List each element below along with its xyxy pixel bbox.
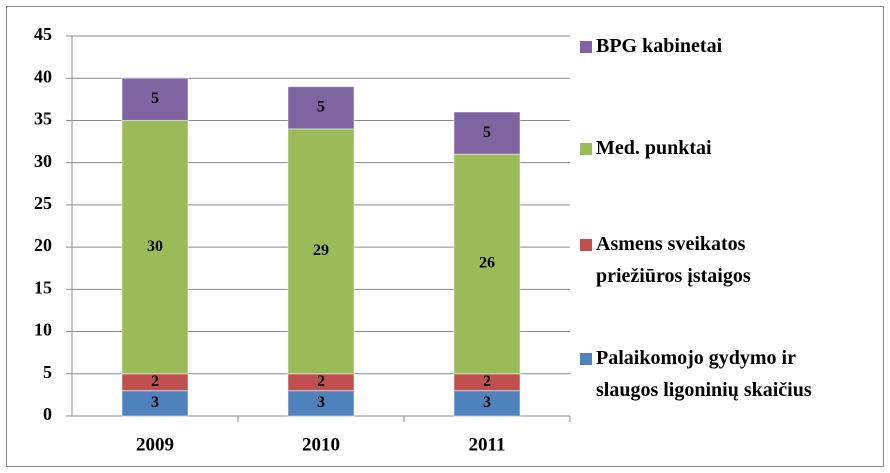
legend-label: Asmens sveikatos priežiūros įstaigos	[596, 233, 751, 287]
bar-segment	[287, 390, 355, 417]
data-label: 2	[151, 373, 159, 390]
y-tick-label: 35	[34, 109, 52, 129]
data-label: 5	[483, 124, 491, 141]
y-tick-label: 20	[34, 235, 52, 255]
x-tick-label: 2010	[302, 434, 340, 455]
legend-item: Asmens sveikatos priežiūros įstaigos	[580, 228, 870, 292]
legend-label: Palaikomojo gydymo ir slaugos ligoninių …	[596, 347, 812, 401]
y-tick-label: 5	[43, 362, 52, 382]
x-tick-label: 2011	[469, 434, 506, 455]
data-label: 3	[483, 394, 491, 411]
bar-segment	[121, 119, 189, 375]
bar-segment	[287, 128, 355, 375]
bar-segment	[453, 111, 521, 155]
y-tick-label: 25	[34, 193, 52, 213]
bar-segment	[121, 77, 189, 121]
legend-label: Med. punktai	[596, 137, 712, 159]
data-label: 5	[151, 90, 159, 107]
legend-swatch	[580, 143, 592, 155]
legend-item: Med. punktai	[580, 132, 870, 164]
bar-segment	[453, 153, 521, 375]
y-tick-label: 0	[43, 404, 52, 424]
y-tick-label: 30	[34, 151, 52, 171]
data-label: 26	[479, 255, 495, 272]
y-tick-label: 45	[34, 24, 52, 44]
legend-label: BPG kabinetai	[596, 35, 723, 57]
legend-item: Palaikomojo gydymo ir slaugos ligoninių …	[580, 342, 870, 406]
legend-swatch	[580, 239, 592, 251]
data-label: 5	[317, 98, 325, 115]
data-label: 29	[313, 242, 329, 259]
bar-segment	[453, 390, 521, 417]
legend-item: BPG kabinetai	[580, 30, 870, 62]
data-label: 3	[317, 394, 325, 411]
bar-segment	[287, 86, 355, 130]
data-label: 30	[147, 238, 163, 255]
x-tick-label: 2009	[136, 434, 174, 455]
y-tick-label: 10	[34, 320, 52, 340]
y-tick-label: 15	[34, 277, 52, 297]
data-label: 2	[483, 373, 491, 390]
data-label: 3	[151, 394, 159, 411]
legend-swatch	[580, 41, 592, 53]
data-label: 2	[317, 373, 325, 390]
y-tick-label: 40	[34, 66, 52, 86]
legend-swatch	[580, 353, 592, 365]
